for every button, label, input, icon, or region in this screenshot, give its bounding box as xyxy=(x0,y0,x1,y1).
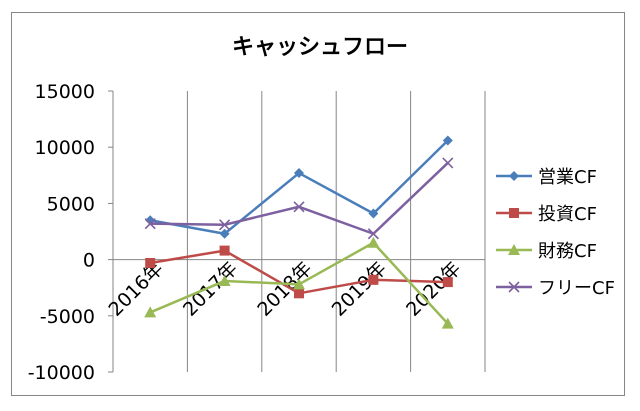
y-tick-label: 0 xyxy=(83,250,95,272)
y-axis-ticks: 15000 10000 5000 0 -5000 -10000 xyxy=(28,81,113,384)
x-tick-label: 2018年 xyxy=(253,258,316,321)
data-point xyxy=(294,288,304,299)
x-tick-label: 2017年 xyxy=(179,258,242,321)
legend-marker xyxy=(509,208,519,218)
data-point xyxy=(144,306,157,318)
x-tick-label: 2020年 xyxy=(402,258,465,321)
data-point xyxy=(368,274,379,285)
data-point xyxy=(218,274,231,286)
x-axis-ticks: 2016年 2017年 2018年 2019年 2020年 xyxy=(105,258,466,321)
legend-marker xyxy=(509,171,519,181)
legend-label: フリーCF xyxy=(538,278,615,299)
legend-label: 財務CF xyxy=(538,241,597,262)
data-point xyxy=(367,236,380,248)
legend-label: 投資CF xyxy=(538,204,597,225)
y-tick-label: 10000 xyxy=(35,137,95,159)
data-point xyxy=(219,219,231,231)
legend-label: 営業CF xyxy=(538,167,597,188)
y-tick-label: -10000 xyxy=(28,362,95,384)
data-point xyxy=(219,228,230,239)
data-point xyxy=(144,218,156,230)
legend-entry: 財務CF xyxy=(496,241,597,262)
legend-entry: 営業CF xyxy=(496,167,597,188)
series-財務CF xyxy=(144,236,454,329)
data-point xyxy=(293,201,305,213)
series-投資CF xyxy=(145,245,453,299)
data-point xyxy=(294,168,304,179)
legend-entry: フリーCF xyxy=(496,278,615,299)
data-point xyxy=(442,157,454,169)
x-tick-label: 2019年 xyxy=(328,258,391,321)
series-line xyxy=(149,139,449,235)
data-point xyxy=(367,228,379,240)
legend-marker xyxy=(508,281,520,293)
legend-marker xyxy=(508,244,520,255)
data-point xyxy=(442,135,453,146)
series-フリーCF xyxy=(144,157,454,240)
legend: 営業CF 投資CF 財務CF フリーCF xyxy=(496,167,615,299)
data-point xyxy=(219,245,230,256)
legend-entry: 投資CF xyxy=(496,204,597,225)
data-point xyxy=(368,208,379,219)
y-tick-label: 15000 xyxy=(35,81,95,103)
y-tick-label: -5000 xyxy=(40,306,95,328)
gridlines xyxy=(112,91,486,372)
series-layer xyxy=(144,135,454,329)
axes xyxy=(112,91,485,372)
y-tick-label: 5000 xyxy=(47,193,95,215)
chart-title: キャッシュフロー xyxy=(232,35,408,60)
data-point xyxy=(293,278,305,290)
data-point xyxy=(442,277,453,288)
series-営業CF xyxy=(145,135,453,239)
data-point xyxy=(441,317,454,329)
x-tick-label: 2016年 xyxy=(105,258,168,321)
data-point xyxy=(145,257,156,268)
